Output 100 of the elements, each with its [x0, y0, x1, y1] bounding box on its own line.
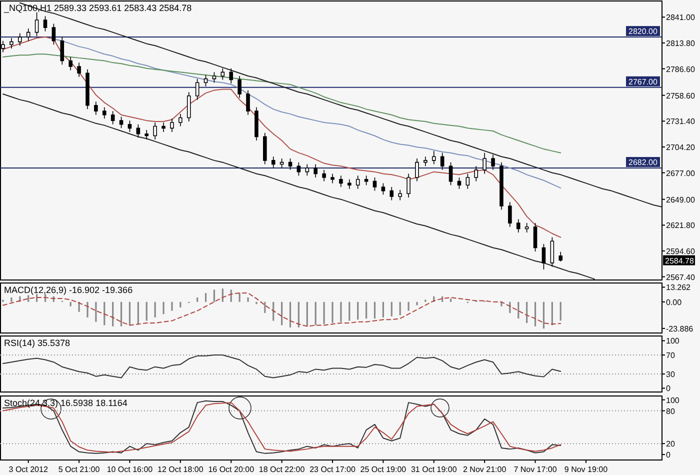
- candlestick: [381, 182, 386, 195]
- candlestick: [102, 106, 106, 120]
- candlestick: [330, 173, 334, 184]
- candlestick: [10, 38, 14, 49]
- candlestick: [86, 68, 90, 110]
- candlestick: [550, 236, 554, 268]
- candlestick: [271, 156, 276, 168]
- candlestick: [52, 23, 56, 46]
- candlestick: [77, 62, 81, 78]
- y-tick-label: 100: [666, 336, 680, 346]
- x-tick-label: 16 Oct 20:00: [208, 465, 255, 474]
- candlestick: [178, 114, 182, 127]
- candlestick: [508, 202, 512, 228]
- y-tick-label: 0: [666, 450, 671, 460]
- candlestick: [432, 150, 436, 165]
- candlestick: [18, 32, 22, 46]
- candlestick: [119, 116, 124, 129]
- y-tick-label: 70: [666, 350, 676, 360]
- y-tick-label: 2649.00: [666, 195, 696, 204]
- candlestick: [500, 162, 504, 210]
- x-tick-label: 10 Oct 16:00: [106, 465, 154, 474]
- candlestick: [128, 120, 132, 132]
- candlestick: [246, 90, 250, 116]
- y-tick-label: 2813.80: [666, 38, 696, 48]
- candlestick: [533, 222, 538, 252]
- candlestick: [415, 158, 419, 182]
- candlestick: [26, 28, 30, 42]
- y-tick-label: 2731.40: [666, 117, 696, 126]
- candlestick: [347, 179, 352, 190]
- x-tick-label: 25 Oct 19:00: [360, 465, 407, 474]
- candlestick: [448, 162, 453, 186]
- ref-line-label: 2820.00: [628, 27, 658, 36]
- x-tick-label: 9 Nov 19:00: [564, 465, 608, 474]
- candlestick: [314, 164, 318, 178]
- candlestick: [229, 68, 234, 84]
- candlestick: [542, 244, 546, 270]
- y-tick-label: 2594.60: [666, 246, 696, 256]
- candlestick: [558, 252, 563, 262]
- y-tick-label: -23.886: [666, 324, 694, 334]
- candlestick: [516, 218, 520, 233]
- candlestick: [238, 76, 242, 98]
- candlestick: [204, 74, 208, 87]
- y-tick-label: 30: [666, 370, 676, 379]
- candlestick: [68, 56, 72, 71]
- candlestick: [212, 72, 216, 84]
- candlestick: [288, 158, 292, 170]
- candlestick: [524, 222, 529, 233]
- candlestick: [424, 156, 428, 167]
- chart-title: RSI(14) 35.5378: [4, 338, 70, 348]
- y-tick-label: 0.00: [666, 298, 682, 307]
- line-series: [2, 36, 562, 238]
- candlestick: [280, 158, 284, 168]
- candlestick: [474, 166, 478, 182]
- candlestick: [195, 78, 200, 100]
- candlestick: [364, 175, 368, 186]
- candlestick: [398, 189, 402, 201]
- candlestick: [263, 132, 267, 165]
- candlestick: [339, 175, 343, 188]
- candlestick: [34, 12, 39, 37]
- x-tick-label: 31 Oct 19:00: [410, 465, 458, 474]
- candlestick: [390, 186, 394, 201]
- candlestick: [491, 154, 495, 170]
- candlestick: [372, 177, 377, 192]
- candlestick: [153, 122, 157, 140]
- candlestick: [170, 118, 174, 132]
- y-tick-label: 2621.80: [666, 221, 696, 230]
- candlestick: [94, 101, 98, 116]
- y-tick-label: 2567.40: [666, 272, 696, 282]
- x-tick-label: 12 Oct 18:00: [158, 465, 204, 474]
- candlestick: [220, 68, 225, 80]
- candlestick: [457, 177, 462, 190]
- x-tick-label: 7 Nov 17:00: [514, 465, 558, 474]
- y-tick-label: 80: [666, 406, 676, 416]
- candlestick: [43, 16, 48, 32]
- y-tick-label: 0: [666, 384, 671, 394]
- candlestick: [296, 162, 301, 176]
- line-series: [2, 94, 595, 280]
- x-tick-label: 18 Oct 22:00: [258, 465, 306, 474]
- candlestick: [466, 173, 470, 190]
- y-tick-label: 2758.60: [666, 91, 696, 100]
- x-tick-label: 5 Oct 21:00: [58, 465, 100, 474]
- candlestick: [136, 124, 140, 138]
- candlestick: [162, 122, 166, 132]
- ref-line-label: 2767.00: [628, 77, 658, 86]
- line-series: [53, 38, 562, 188]
- y-tick-label: 100: [666, 396, 680, 405]
- candlestick: [356, 175, 360, 190]
- x-tick-label: 2 Nov 21:00: [463, 465, 507, 474]
- y-tick-label: 2841.00: [666, 13, 696, 22]
- candlestick: [254, 106, 258, 141]
- x-tick-label: 3 Oct 2012: [8, 465, 48, 474]
- annotation: 2584.78: [665, 256, 694, 266]
- line-series: [2, 354, 562, 378]
- candlestick: [406, 173, 410, 198]
- candlestick: [322, 170, 326, 182]
- candlestick: [144, 130, 149, 140]
- candlestick: [186, 92, 191, 122]
- chart-title: MACD(12,26,9) -16.902 -19.366: [4, 285, 133, 295]
- y-tick-label: 20: [666, 440, 676, 449]
- candlestick: [440, 152, 444, 170]
